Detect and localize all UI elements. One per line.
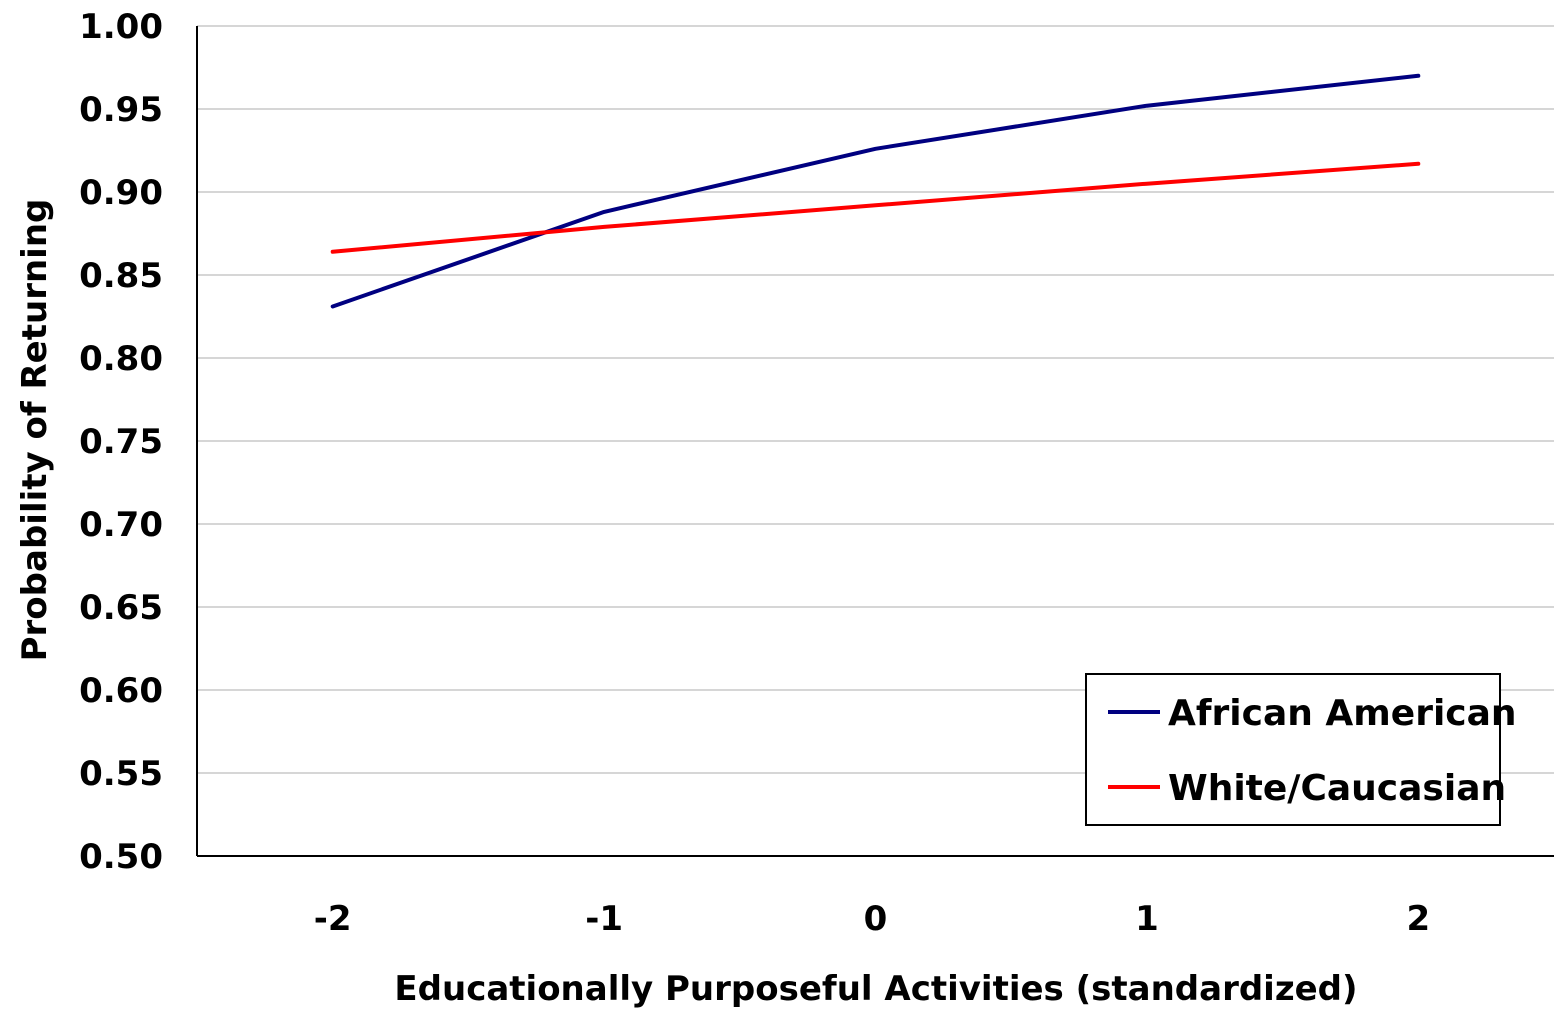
x-axis-title: Educationally Purposeful Activities (sta… [394,969,1357,1009]
y-axis-title: Probability of Returning [15,199,55,662]
gridlines [197,25,1554,774]
y-tick-label: 0.60 [79,671,163,711]
x-tick-labels: -2 -1 0 1 2 [314,899,1430,939]
y-tick-label: 0.50 [79,837,163,877]
y-tick-label: 0.65 [79,588,163,628]
legend-label-0: African American [1168,693,1517,734]
legend-box [1085,673,1501,826]
y-tick-label: 0.75 [79,422,163,462]
legend-items: African American White/Caucasian [1108,693,1517,809]
y-tick-label: 0.90 [79,173,163,213]
y-tick-label: 0.80 [79,339,163,379]
y-tick-labels: 0.50 0.55 0.60 0.65 0.70 0.75 0.80 0.85 0.90 0.95… [79,7,163,877]
x-tick-label: 1 [1135,899,1159,939]
legend: African American White/Caucasian [1085,673,1517,826]
y-tick-label: 0.95 [79,90,163,130]
legend-label-1: White/Caucasian [1168,768,1506,809]
series-line-1 [330,161,1421,254]
series-line-0 [330,73,1421,309]
x-tick-label: -1 [585,899,623,939]
y-tick-label: 0.85 [79,256,163,296]
y-tick-label: 0.70 [79,505,163,545]
series-lines [330,73,1421,309]
x-tick-label: 0 [864,899,888,939]
y-tick-label: 1.00 [79,7,163,47]
x-tick-label: 2 [1406,899,1430,939]
x-tick-label: -2 [314,899,352,939]
axes [196,26,1554,857]
y-tick-label: 0.55 [79,754,163,794]
